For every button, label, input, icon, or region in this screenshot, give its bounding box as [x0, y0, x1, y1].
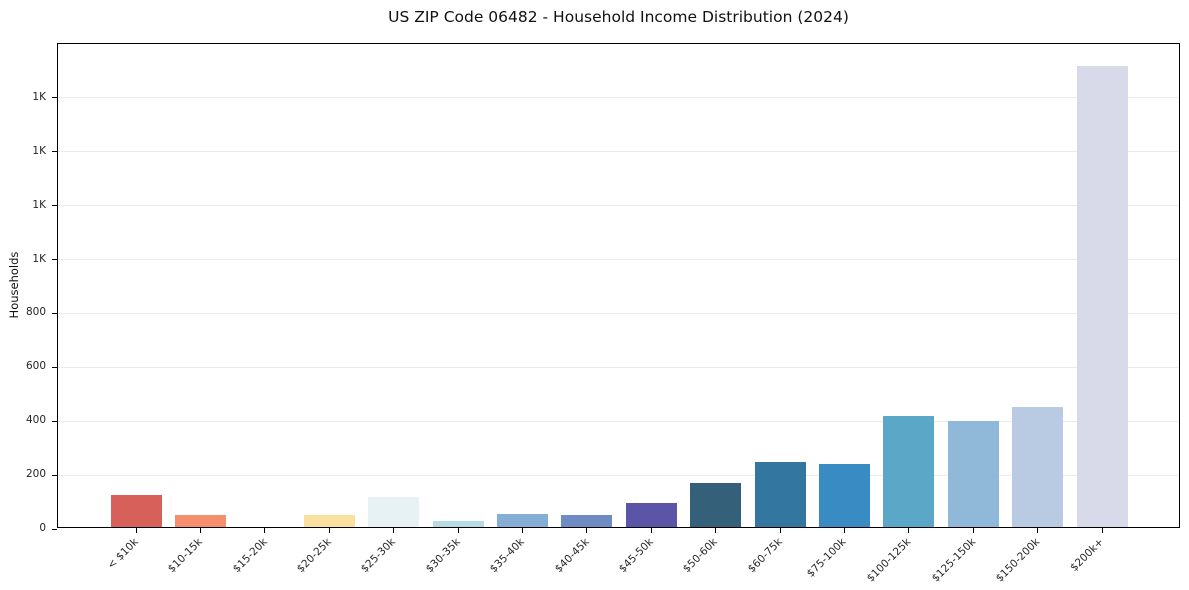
x-tick-mark [908, 528, 910, 533]
x-tick-mark [586, 528, 588, 533]
x-tick-mark [1101, 528, 1103, 533]
bar-20-25k [303, 514, 355, 527]
bar-25-30k [368, 496, 420, 527]
y-tick-mark [52, 366, 57, 368]
y-tick-label: 800 [25, 306, 46, 319]
y-tick-mark [52, 97, 57, 99]
x-tick-mark [1037, 528, 1039, 533]
x-tick-label: $15-20k [230, 536, 270, 576]
x-tick-label: $200k+ [1068, 536, 1107, 574]
bar-50-60k [690, 482, 742, 527]
y-tick-label: 400 [25, 414, 46, 427]
gridline [58, 151, 1179, 153]
bar-150-200k [1012, 407, 1064, 527]
x-tick-mark [972, 528, 974, 533]
x-tick-mark [521, 528, 523, 533]
bar-30-35k [432, 520, 484, 527]
x-tick-mark [199, 528, 201, 533]
gridline [58, 259, 1179, 261]
x-tick-label: $125-150k [929, 536, 978, 585]
x-tick-label: $60-75k [745, 536, 785, 576]
x-tick-label: $50-60k [681, 536, 721, 576]
x-tick-label: $20-25k [294, 536, 334, 576]
y-tick-label: 1K [32, 198, 46, 211]
x-tick-label: $30-35k [423, 536, 463, 576]
bar-75-100k [818, 464, 870, 527]
x-tick-mark [843, 528, 845, 533]
x-tick-mark [393, 528, 395, 533]
x-tick-label: $10-15k [165, 536, 205, 576]
y-tick-label: 1K [32, 90, 46, 103]
x-tick-label: $150-200k [993, 536, 1043, 585]
y-tick-mark [52, 259, 57, 261]
bar-40-45k [561, 515, 613, 527]
y-tick-mark [52, 151, 57, 153]
y-tick-label: 1K [32, 252, 46, 265]
gridline [58, 420, 1179, 422]
x-tick-label: $40-45k [552, 536, 592, 576]
gridline [58, 205, 1179, 207]
x-tick-mark [264, 528, 266, 533]
gridline [58, 97, 1179, 99]
bar-125-150k [947, 420, 999, 527]
bar-10k [110, 494, 162, 527]
x-tick-label: $35-40k [487, 536, 527, 576]
bar-60-75k [754, 462, 806, 527]
y-tick-label: 600 [25, 360, 46, 373]
x-tick-mark [135, 528, 137, 533]
bar-100-125k [883, 416, 935, 527]
x-tick-label: < $10k [104, 536, 141, 572]
x-tick-mark [650, 528, 652, 533]
y-tick-mark [52, 420, 57, 422]
gridline [58, 366, 1179, 368]
bar-10-15k [174, 514, 226, 527]
chart-title: US ZIP Code 06482 - Household Income Dis… [388, 8, 849, 26]
x-tick-label: $45-50k [616, 536, 656, 576]
y-tick-mark [52, 474, 57, 476]
y-tick-mark [52, 312, 57, 314]
y-tick-mark [52, 528, 57, 530]
y-tick-label: 200 [25, 468, 46, 481]
y-tick-label: 1K [32, 144, 46, 157]
x-tick-mark [328, 528, 330, 533]
bar-35-40k [496, 514, 548, 527]
y-tick-mark [52, 205, 57, 207]
x-tick-mark [779, 528, 781, 533]
x-tick-label: $100-125k [864, 536, 914, 585]
x-tick-mark [457, 528, 459, 533]
plot-area: 0 200 400 600 800 1K 1K 1K 1K < $10k $10-15k $15-20… [26, 43, 1180, 585]
bar-45-50k [625, 502, 677, 527]
x-tick-mark [715, 528, 717, 533]
x-tick-label: $25-30k [359, 536, 399, 576]
y-tick-label: 0 [39, 522, 46, 534]
x-tick-label: $75-100k [805, 536, 849, 580]
bar-200k [1076, 65, 1128, 527]
gridline [58, 312, 1179, 314]
gridline [58, 474, 1179, 476]
